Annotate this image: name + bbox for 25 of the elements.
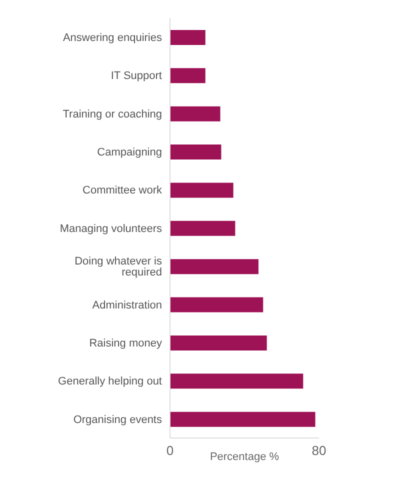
y-tick-label: IT Support [110,70,162,82]
bar [170,106,220,122]
bar [170,182,234,198]
bar [170,335,267,350]
bar [170,68,206,84]
y-tick-label: Managing volunteers [60,222,162,235]
bar [170,144,222,160]
bar [170,297,264,312]
y-tick-label: Generally helping out [58,376,162,388]
y-tick-label: Organising events [73,414,162,426]
bar [170,412,316,427]
bar [170,259,258,274]
y-tick-label: Doing whatever is required [74,256,162,279]
bar [170,220,236,236]
y-tick-label: Administration [92,299,162,312]
x-tick-label: 0 [166,443,174,458]
x-tick-label: 80 [312,443,326,458]
y-tick-label: Raising money [89,337,162,350]
y-tick-label: Campaigning [97,146,162,159]
y-tick-label: Committee work [82,184,162,197]
y-tick-label: Answering enquiries [62,32,162,44]
x-axis-title: Percentage % [210,451,280,463]
bar [170,30,206,45]
y-tick-label: Training or coaching [62,108,162,120]
bar [170,374,304,389]
